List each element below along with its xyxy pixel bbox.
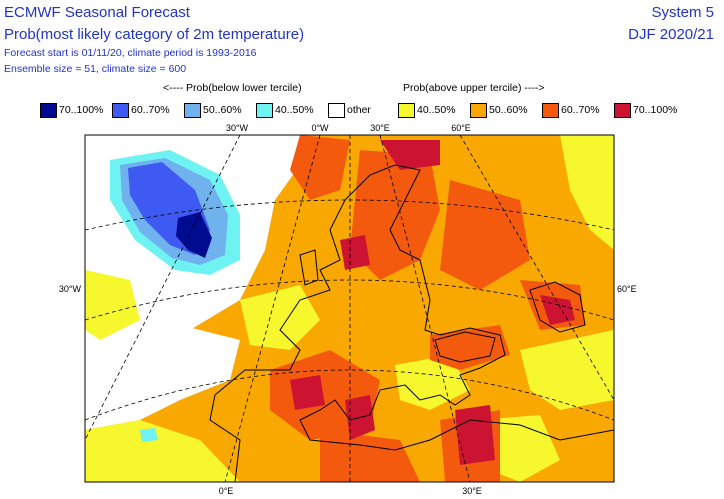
field-red-arctic: [380, 140, 440, 170]
parallel-line: [85, 199, 614, 231]
field-yellow-mid: [240, 285, 320, 350]
lon-label-top: 30°W: [226, 123, 249, 133]
graticule: [85, 135, 614, 482]
legend-label: 70..100%: [59, 104, 104, 116]
field-orange-north: [290, 135, 350, 200]
legend-swatch: [40, 102, 57, 118]
legend-label: 60..70%: [131, 104, 170, 116]
season-label: DJF 2020/21: [628, 26, 714, 43]
legend-item: 50..60%: [470, 101, 528, 119]
legend-label: 70..100%: [633, 104, 678, 116]
lon-label-right: 60°E: [617, 284, 637, 294]
legend-label: other: [347, 104, 371, 116]
forecast-start-info: Forecast start is 01/11/20, climate peri…: [4, 47, 257, 59]
meridian-line: [459, 135, 614, 401]
legend-label: 50..60%: [489, 104, 528, 116]
color-legend: 70..100% 60..70% 50..60% 40..50% other 4…: [40, 101, 724, 119]
legend-heading-below: <---- Prob(below lower tercile): [163, 82, 302, 94]
coastline-caspian: [529, 281, 586, 333]
field-red-spain: [290, 375, 325, 410]
field-red-mideast: [455, 405, 495, 465]
coastline-britain: [299, 249, 319, 286]
legend-item: 60..70%: [542, 101, 600, 119]
map-title: ECMWF Seasonal Forecast: [4, 4, 190, 21]
map-field: [85, 135, 614, 482]
field-other-atlantic: [85, 300, 240, 430]
field-cold-spot: [140, 428, 158, 442]
system-label: System 5: [651, 4, 714, 21]
legend-swatch: [614, 102, 631, 118]
legend-item: other: [328, 101, 371, 119]
legend-swatch: [470, 102, 487, 118]
legend-heading-above: Prob(above upper tercile) ---->: [403, 82, 545, 94]
ensemble-size-info: Ensemble size = 51, climate size = 600: [4, 63, 187, 75]
field-cold-70: [176, 212, 212, 258]
parallel-line: [85, 279, 614, 321]
legend-item: 70..100%: [40, 101, 103, 119]
meridian-line: [224, 135, 321, 482]
field-yellow-balkans: [395, 355, 470, 410]
field-yellow-sw: [85, 420, 240, 482]
lon-label-top: 30°E: [370, 123, 390, 133]
legend-item: 50..60%: [184, 101, 242, 119]
lon-label-bottom: 30°E: [462, 486, 482, 496]
legend-label: 40..50%: [417, 104, 456, 116]
field-red-baltic: [340, 235, 370, 270]
legend-label: 40..50%: [275, 104, 314, 116]
field-orange-scand: [350, 150, 440, 280]
legend-item: 60..70%: [112, 101, 170, 119]
legend-item: 40..50%: [256, 101, 314, 119]
legend-swatch: [184, 102, 201, 118]
map-frame: [84, 134, 615, 483]
legend-label: 50..60%: [203, 104, 242, 116]
field-yellow-w: [85, 270, 140, 340]
lon-label-left: 30°W: [59, 284, 82, 294]
legend-item: 40..50%: [398, 101, 456, 119]
coastline-europe: [209, 164, 614, 482]
legend-swatch: [328, 102, 345, 118]
parallel-line: [85, 369, 614, 421]
map-subtitle: Prob(most likely category of 2m temperat…: [4, 26, 305, 43]
lon-label-top: 0°W: [311, 123, 329, 133]
field-yellow-ne: [560, 135, 614, 250]
legend-item: 70..100%: [614, 101, 677, 119]
meridian-line: [379, 135, 471, 482]
lon-label-top: 60°E: [451, 123, 471, 133]
coastline-blacksea: [434, 331, 496, 363]
legend-swatch: [398, 102, 415, 118]
legend-label: 60..70%: [561, 104, 600, 116]
field-orange-russia: [440, 180, 530, 290]
legend-swatch: [112, 102, 129, 118]
lon-label-bottom: 0°E: [219, 486, 234, 496]
meridian-line: [85, 135, 241, 441]
legend-swatch: [256, 102, 273, 118]
legend-swatch: [542, 102, 559, 118]
field-yellow-e: [520, 330, 614, 410]
